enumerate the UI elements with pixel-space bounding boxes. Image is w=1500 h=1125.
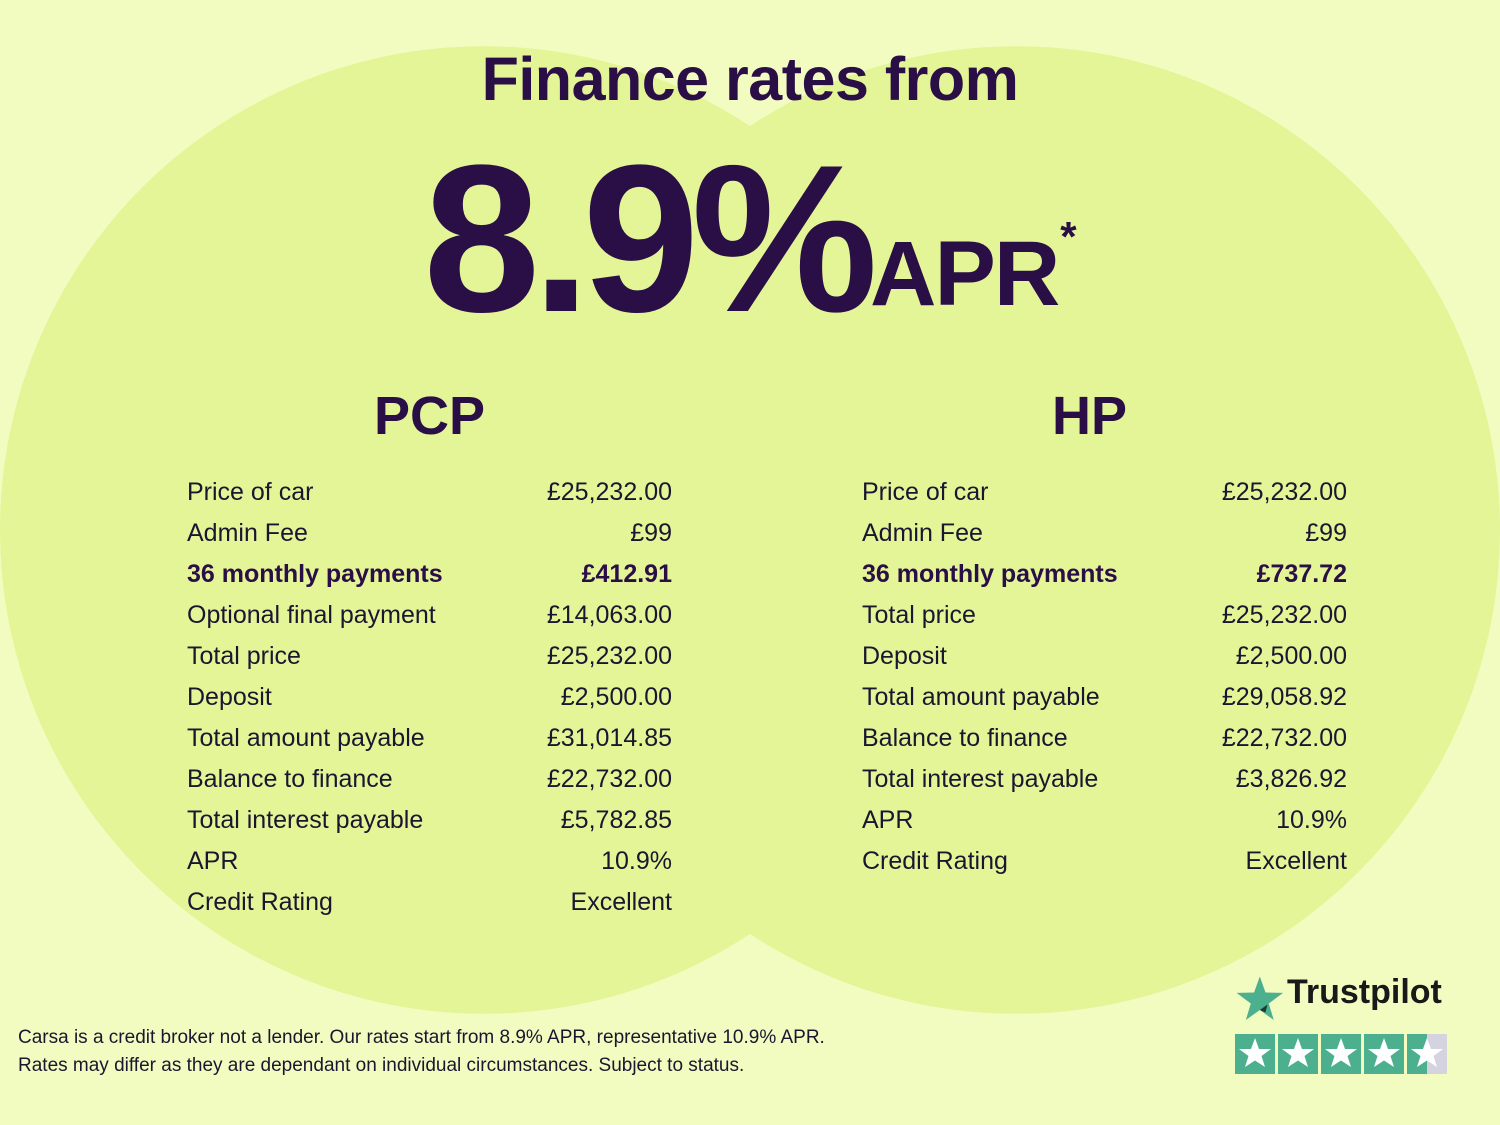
svg-text:Trustpilot: Trustpilot	[1287, 973, 1442, 1011]
